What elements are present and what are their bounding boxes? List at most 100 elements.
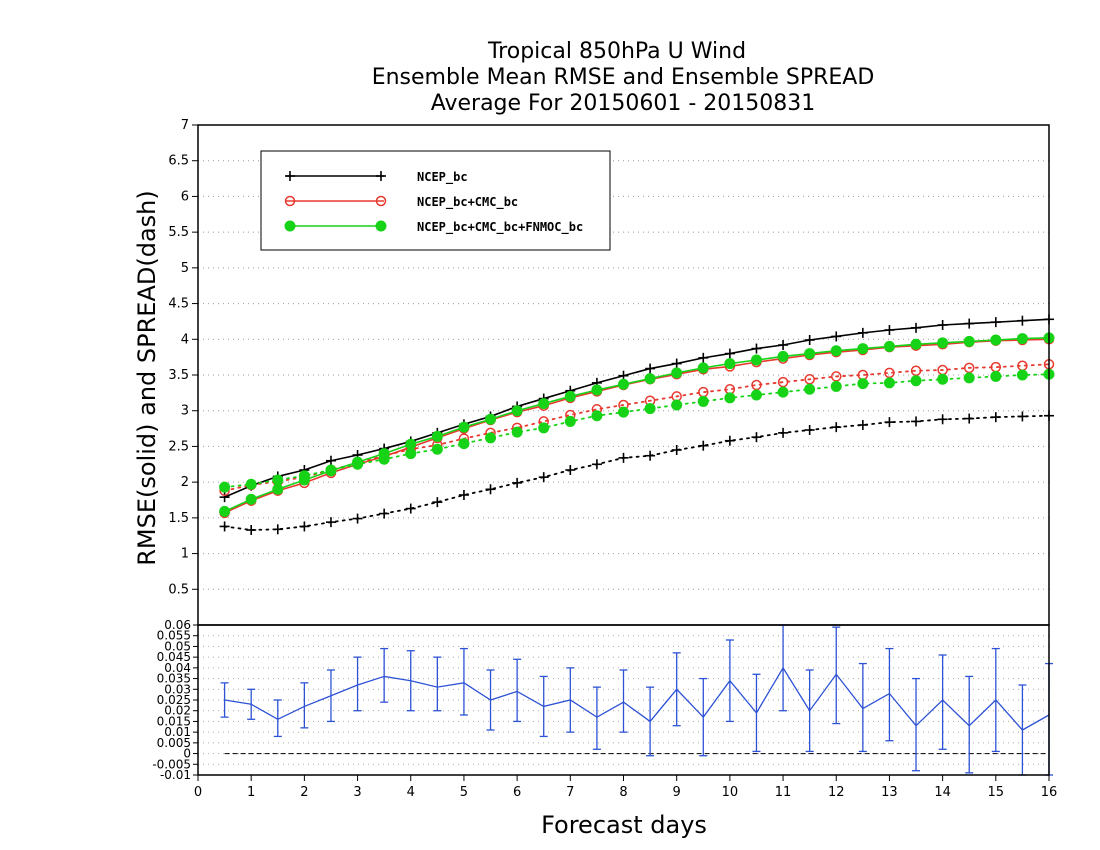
x-axis-label: Forecast days — [541, 811, 707, 839]
legend-label-ncep-cmc-fnmoc: NCEP_bc+CMC_bc+FNMOC_bc — [417, 220, 583, 235]
title-line-3: Average For 20150601 - 20150831 — [431, 91, 816, 116]
bottom-y-tick-label-9: 0.035 — [157, 672, 191, 686]
x-tick-label-8: 8 — [619, 785, 627, 800]
series-1-point-22 — [804, 425, 815, 435]
series-1-point-14 — [591, 459, 602, 470]
series-4-point-28 — [963, 335, 975, 347]
series-5-point-9 — [458, 438, 470, 450]
series-line-2 — [223, 338, 1050, 514]
series-1-point-15 — [618, 452, 629, 463]
series-5-point-23 — [830, 380, 842, 392]
series-0-point-4 — [325, 455, 336, 466]
series-5-point-8 — [431, 443, 443, 455]
series-1-point-23 — [831, 422, 842, 433]
series-4-point-20 — [750, 354, 762, 366]
legend-marker-left-2 — [284, 220, 296, 232]
series-4-point-8 — [431, 430, 443, 442]
series-5-point-6 — [378, 453, 390, 465]
series-5-point-12 — [538, 422, 550, 434]
series-4-point-2 — [272, 483, 284, 495]
series-0-point-0 — [219, 492, 230, 503]
series-0-point-24 — [857, 327, 868, 338]
series-4-point-25 — [883, 340, 895, 352]
series-1-point-0 — [219, 521, 230, 532]
series-0-point-30 — [1017, 315, 1028, 326]
series-1-point-19 — [724, 435, 735, 446]
series-5-point-5 — [352, 458, 364, 470]
series-5-point-15 — [618, 406, 629, 418]
legend-marker-right-2 — [375, 220, 387, 232]
legend-label-ncep: NCEP_bc — [417, 170, 468, 185]
series-0-point-17 — [671, 358, 682, 369]
series-5-point-2 — [272, 474, 284, 486]
series-5-point-10 — [485, 432, 497, 444]
series-4-point-11 — [511, 405, 523, 417]
x-tick-label-11: 11 — [775, 785, 792, 800]
series-0-point-23 — [831, 331, 842, 342]
legend-marker-right-1 — [375, 195, 387, 207]
bottom-panel-y-ticks: -0.01-0.00500.0050.010.0150.020.0250.030… — [152, 618, 198, 782]
series-0-point-22 — [804, 335, 815, 345]
series-1-point-17 — [671, 445, 682, 455]
top-y-tick-label-10: 5.5 — [168, 225, 189, 240]
top-y-tick-label-8: 4.5 — [168, 297, 189, 312]
series-4-point-26 — [910, 338, 922, 350]
x-tick-label-3: 3 — [353, 785, 361, 800]
top-panel-y-ticks: 0.5 1 1.5 2 2.5 3 3.5 4 4.5 5 5.5 6 6.5 7 — [168, 118, 198, 597]
series-5-point-21 — [777, 386, 789, 398]
series-4-point-23 — [830, 345, 842, 357]
bottom-y-tick-label-14: 0.06 — [164, 618, 191, 632]
series-1-point-16 — [645, 450, 656, 461]
series-1-point-4 — [325, 517, 336, 528]
series-0-point-16 — [645, 363, 656, 374]
series-5-point-4 — [325, 464, 337, 476]
series-5-point-29 — [990, 370, 1002, 382]
series-1-point-5 — [352, 513, 363, 524]
series-1-point-26 — [911, 416, 922, 427]
series-1-point-21 — [778, 427, 789, 438]
bottom-y-tick-label-3: 0.005 — [157, 736, 191, 750]
series-4-point-24 — [857, 343, 869, 355]
title-line-1: Tropical 850hPa U Wind — [487, 39, 746, 64]
series-1-point-2 — [272, 524, 283, 535]
series-4-point-1 — [245, 493, 257, 505]
bottom-panel-series — [220, 624, 1053, 776]
series-1-point-13 — [565, 465, 576, 475]
bottom-y-tick-label-12: 0.05 — [164, 639, 191, 653]
top-y-tick-label-3: 2 — [181, 475, 189, 490]
series-1-point-1 — [246, 525, 257, 535]
series-4-point-18 — [697, 362, 709, 374]
series-4-point-7 — [405, 438, 417, 450]
series-1-point-6 — [379, 508, 390, 519]
x-tick-label-5: 5 — [460, 785, 468, 800]
series-4-point-16 — [644, 373, 656, 385]
y-axis-label: RMSE(solid) and SPREAD(dash) — [133, 190, 161, 566]
top-panel-series — [219, 314, 1055, 535]
series-5-point-0 — [219, 481, 231, 493]
series-0-point-25 — [884, 325, 895, 335]
x-tick-label-10: 10 — [722, 785, 739, 800]
series-5-point-16 — [644, 403, 656, 415]
series-5-point-19 — [724, 392, 736, 404]
legend-samples — [284, 171, 387, 232]
series-1-point-30 — [1017, 411, 1028, 422]
top-y-tick-label-13: 7 — [181, 118, 189, 133]
series-1-point-12 — [538, 472, 549, 483]
bottom-y-tick-label-2: 0 — [183, 747, 191, 761]
legend: NCEP_bc NCEP_bc+CMC_bc NCEP_bc+CMC_bc+FN… — [260, 150, 611, 251]
bottom-y-tick-label-8: 0.03 — [164, 682, 191, 696]
series-4-point-17 — [671, 367, 683, 379]
series-1-point-18 — [698, 440, 709, 451]
series-4-point-12 — [538, 398, 550, 410]
series-5-point-25 — [883, 377, 895, 389]
x-tick-label-13: 13 — [881, 785, 898, 800]
series-0-point-18 — [698, 352, 709, 363]
series-4-point-27 — [937, 337, 949, 349]
series-1-point-29 — [990, 412, 1001, 423]
series-1-point-8 — [432, 497, 443, 508]
series-1-point-28 — [964, 413, 975, 424]
top-y-tick-label-7: 4 — [181, 332, 189, 347]
series-line-1 — [223, 414, 1050, 531]
series-4-point-0 — [219, 505, 231, 517]
